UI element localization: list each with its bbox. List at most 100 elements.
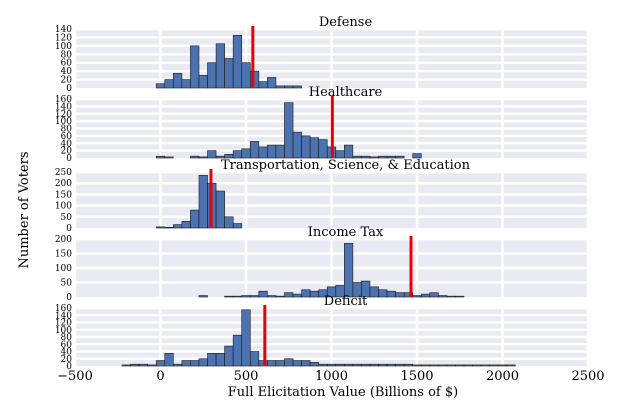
histogram-bar bbox=[155, 83, 166, 89]
histogram-bar bbox=[480, 364, 490, 367]
histogram-bar bbox=[147, 364, 157, 367]
y-tick-label: 50 bbox=[61, 213, 73, 223]
histogram-bar bbox=[267, 77, 277, 89]
y-tick-label: 60 bbox=[61, 132, 73, 142]
histogram-bar bbox=[403, 292, 414, 298]
histogram-bar bbox=[446, 295, 456, 298]
y-tick-label: 0 bbox=[66, 84, 72, 94]
histogram-bar bbox=[190, 155, 200, 159]
histogram-bar bbox=[335, 150, 345, 159]
histogram-bar bbox=[198, 295, 208, 298]
histogram-bar bbox=[275, 144, 285, 159]
histogram-bar bbox=[241, 62, 251, 89]
y-tick-label: 120 bbox=[55, 33, 72, 43]
histogram-bar bbox=[344, 144, 354, 159]
histogram-bar bbox=[224, 295, 234, 298]
histogram-bar bbox=[164, 79, 174, 89]
y-tick-label: 100 bbox=[55, 42, 72, 52]
x-tick-label: 0 bbox=[156, 369, 164, 384]
histogram-bar bbox=[181, 220, 191, 229]
histogram-bar bbox=[378, 363, 388, 367]
x-tick-label: 1000 bbox=[315, 369, 348, 384]
histogram-bar bbox=[190, 209, 200, 229]
histogram-bar bbox=[198, 156, 208, 159]
histogram-bar bbox=[420, 293, 431, 298]
histogram-bar bbox=[232, 295, 243, 298]
y-tick-label: 20 bbox=[61, 147, 73, 157]
y-tick-label: 140 bbox=[55, 25, 72, 35]
histogram-bar bbox=[258, 290, 268, 298]
histogram-bar bbox=[284, 85, 294, 89]
histogram-bar bbox=[412, 153, 422, 159]
histogram-bar bbox=[215, 43, 225, 89]
histogram-bar bbox=[249, 141, 260, 159]
histogram-bar bbox=[164, 353, 174, 367]
histogram-bar bbox=[173, 224, 183, 229]
histogram-bar bbox=[224, 58, 234, 89]
panel-title: Defense bbox=[319, 15, 373, 30]
histogram-bar bbox=[301, 360, 311, 367]
y-tick-label: 0 bbox=[66, 224, 72, 234]
histogram-bar bbox=[344, 363, 354, 367]
y-tick-label: 140 bbox=[55, 311, 72, 321]
x-axis: −500 0 500 1000 1500 2000 2500 bbox=[57, 369, 604, 384]
panel-title: Deficit bbox=[324, 294, 368, 309]
histogram-bar bbox=[386, 290, 396, 298]
histogram-bar bbox=[249, 70, 260, 89]
histogram-bar bbox=[455, 364, 465, 367]
histogram-bar bbox=[403, 363, 414, 367]
y-tick-label: 200 bbox=[55, 235, 72, 245]
histogram-bar bbox=[472, 364, 482, 367]
histogram-bar bbox=[309, 137, 319, 159]
x-tick-label: −500 bbox=[57, 369, 93, 384]
panel-title: Healthcare bbox=[309, 85, 383, 100]
histogram-bar bbox=[190, 360, 200, 367]
histogram-bar bbox=[121, 364, 131, 367]
histogram-bar bbox=[190, 45, 200, 89]
histogram-bar bbox=[395, 363, 405, 367]
histogram-bar bbox=[181, 79, 191, 89]
histogram-bar bbox=[284, 358, 294, 367]
x-tick-label: 2000 bbox=[486, 369, 519, 384]
histogram-bar bbox=[446, 364, 456, 367]
y-tick-label: 100 bbox=[55, 202, 72, 212]
histogram-bar bbox=[506, 364, 516, 367]
histogram-bar bbox=[258, 81, 268, 89]
histogram-bar bbox=[292, 85, 302, 89]
histogram-bar bbox=[130, 363, 140, 367]
histogram-bar bbox=[335, 363, 345, 367]
x-axis-label: Full Elicitation Value (Billions of $) bbox=[228, 385, 458, 400]
y-tick-label: 0 bbox=[66, 293, 72, 303]
histogram-bar bbox=[241, 309, 251, 367]
y-tick-label: 40 bbox=[61, 139, 73, 149]
histogram-bar bbox=[369, 286, 379, 298]
histogram-bar bbox=[155, 226, 166, 229]
histogram-bar bbox=[412, 295, 422, 298]
histogram-bar bbox=[275, 295, 285, 298]
y-tick-label: 120 bbox=[55, 110, 72, 120]
y-axis-label: Number of Voters bbox=[17, 151, 32, 268]
histogram-bar bbox=[395, 155, 405, 159]
histogram-bar bbox=[463, 364, 473, 367]
y-tick-label: 100 bbox=[55, 326, 72, 336]
histogram-bar bbox=[215, 353, 225, 367]
histogram-bar bbox=[292, 131, 302, 159]
histogram-bar bbox=[267, 295, 277, 298]
histogram-bar bbox=[455, 295, 465, 298]
histogram-bar bbox=[301, 135, 311, 159]
histogram-bar bbox=[292, 360, 302, 367]
histogram-bar bbox=[318, 363, 328, 367]
histogram-bar bbox=[215, 190, 225, 229]
histogram-bar bbox=[309, 290, 319, 298]
y-tick-label: 150 bbox=[55, 190, 72, 200]
histogram-bar bbox=[232, 35, 243, 89]
histogram-bar bbox=[275, 85, 285, 89]
y-tick-label: 60 bbox=[61, 59, 73, 69]
histogram-bar bbox=[241, 295, 251, 298]
histogram-bar bbox=[138, 363, 148, 367]
histogram-bar bbox=[232, 223, 243, 229]
histogram-bar bbox=[198, 75, 208, 89]
histogram-bar bbox=[284, 102, 294, 159]
